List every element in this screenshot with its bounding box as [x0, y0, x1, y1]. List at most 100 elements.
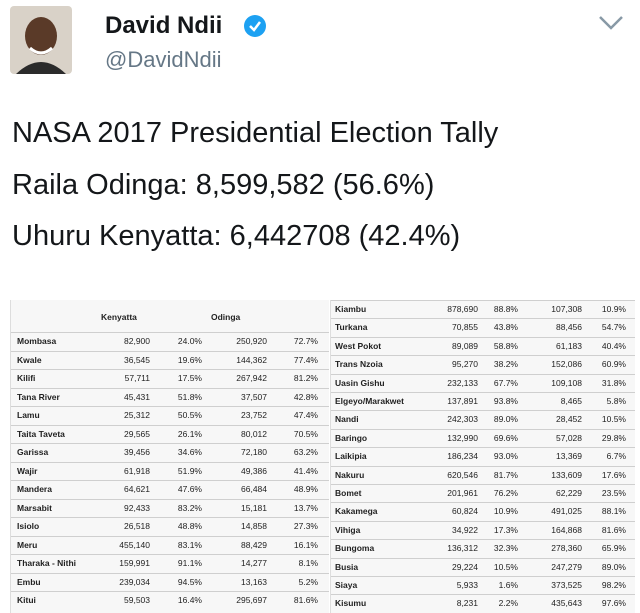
table-cell: 6.7%	[606, 451, 626, 462]
table-cell: 14,277	[241, 558, 267, 568]
table-cell: 45,431	[124, 391, 150, 402]
row-divider	[331, 465, 635, 467]
table-cell: 39,456	[124, 447, 150, 457]
table-cell: 435,643	[551, 598, 582, 609]
row-divider	[11, 443, 329, 444]
table-cell: 54.7%	[601, 322, 626, 333]
row-divider	[11, 480, 329, 481]
table-cell: 24.0%	[177, 336, 202, 346]
table-cell: 29.8%	[601, 432, 626, 443]
handle[interactable]: @DavidNdii	[105, 47, 222, 72]
county-name: Mombasa	[17, 336, 57, 346]
county-name: Tana River	[17, 391, 60, 402]
county-name: Isiolo	[17, 521, 40, 531]
menu-chevron[interactable]	[598, 14, 624, 32]
table-cell: 29,224	[452, 561, 478, 572]
table-cell: 242,303	[447, 414, 478, 425]
table-cell: 2.2%	[498, 598, 518, 609]
county-name: Kwale	[17, 354, 42, 365]
county-name: Tharaka - Nithi	[17, 558, 77, 568]
table-cell: 61,183	[556, 340, 582, 351]
county-name: Nandi	[335, 414, 359, 425]
row-divider	[11, 424, 329, 426]
table-cell: 29,565	[124, 428, 150, 439]
verified-badge	[244, 15, 266, 37]
row-divider	[331, 502, 635, 504]
table-cell: 47.6%	[177, 484, 202, 494]
county-name: Embu	[17, 576, 41, 587]
table-cell: 81.2%	[293, 373, 318, 383]
table-cell: 72,180	[241, 447, 267, 457]
table-cell: 57,711	[124, 373, 150, 383]
table-cell: 19.6%	[177, 354, 202, 365]
tweet-text: NASA 2017 Presidential Election Tally	[12, 117, 499, 149]
table-cell: 34,922	[452, 524, 478, 535]
row-divider	[11, 554, 329, 555]
table-cell: 50.5%	[177, 410, 202, 420]
county-name: Elgeyo/Marakwet	[335, 396, 404, 406]
row-divider	[331, 484, 635, 485]
table-cell: 144,362	[236, 354, 267, 365]
table-cell: 107,308	[551, 304, 582, 314]
table-cell: 59,503	[124, 595, 150, 605]
tweet-text: Raila Odinga: 8,599,582 (56.6%)	[12, 169, 435, 201]
table-cell: 37,507	[241, 391, 267, 402]
table-cell: 89.0%	[493, 414, 518, 425]
county-name: Garissa	[17, 447, 49, 457]
display-name[interactable]: David Ndii	[105, 12, 223, 39]
table-cell: 10.5%	[601, 414, 626, 425]
table-cell: 10.9%	[601, 304, 626, 314]
table-cell: 61,918	[124, 465, 150, 476]
row-divider	[331, 594, 635, 596]
row-divider	[11, 517, 329, 518]
table-cell: 31.8%	[601, 377, 626, 388]
table-cell: 57,028	[556, 432, 582, 443]
table-cell: 36,545	[124, 354, 150, 365]
row-divider	[331, 520, 635, 522]
county-name: Meru	[17, 539, 38, 550]
row-divider	[11, 572, 329, 574]
table-cell: 16.1%	[293, 539, 318, 550]
table-cell: 620,546	[447, 469, 478, 480]
row-divider	[331, 557, 635, 559]
table-cell: 25,312	[124, 410, 150, 420]
table-cell: 69.6%	[493, 432, 518, 443]
table-cell: 88.1%	[601, 506, 626, 517]
row-divider	[11, 406, 329, 407]
county-name: Turkana	[335, 322, 368, 333]
table-cell: 27.3%	[293, 521, 318, 531]
table-cell: 95,270	[452, 359, 478, 370]
table-cell: 81.6%	[293, 595, 318, 605]
row-divider	[11, 350, 329, 352]
table-cell: 47.4%	[293, 410, 318, 420]
table-cell: 278,360	[551, 543, 582, 554]
table-cell: 70.5%	[293, 428, 318, 439]
left-table: Kenyatta Odinga Mombasa 82,900 24.0% 250,920 7…	[10, 300, 329, 613]
table-cell: 94.5%	[177, 576, 202, 587]
table-cell: 81.7%	[493, 469, 518, 480]
table-cell: 60.9%	[601, 359, 626, 370]
table-cell: 137,891	[447, 396, 478, 406]
row-divider	[11, 535, 329, 537]
table-cell: 491,025	[551, 506, 582, 517]
column-header: Kenyatta	[101, 312, 137, 322]
county-name: West Pokot	[335, 340, 382, 351]
table-cell: 109,108	[551, 377, 582, 388]
row-divider	[11, 591, 329, 592]
county-name: Siaya	[335, 580, 358, 590]
table-cell: 10.5%	[493, 561, 518, 572]
tweet-text: Uhuru Kenyatta: 6,442708 (42.4%)	[12, 220, 461, 252]
county-name: Bomet	[335, 488, 362, 498]
table-cell: 66,484	[241, 484, 267, 494]
table-cell: 93.0%	[493, 451, 518, 462]
row-divider	[331, 447, 635, 449]
table-cell: 164,868	[551, 524, 582, 535]
county-name: Busia	[335, 561, 359, 572]
table-cell: 267,942	[236, 373, 267, 383]
table-cell: 93.8%	[493, 396, 518, 406]
county-name: Kilifi	[17, 373, 36, 383]
table-cell: 76.2%	[493, 488, 518, 498]
table-cell: 72.7%	[293, 336, 318, 346]
county-name: Baringo	[335, 432, 368, 443]
table-cell: 80,012	[241, 428, 267, 439]
